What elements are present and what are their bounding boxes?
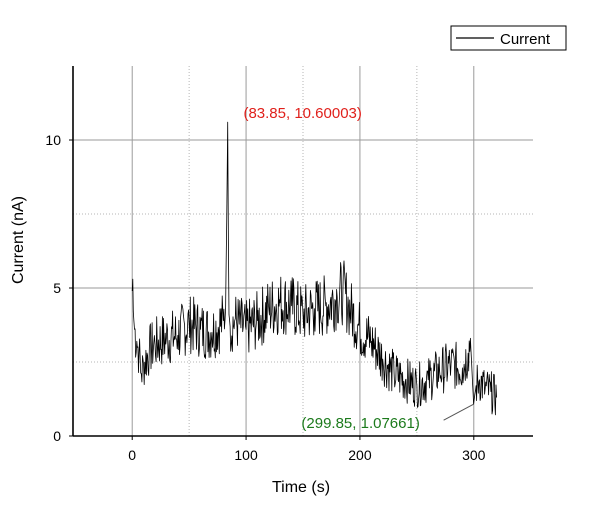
- series-current-line: [131, 121, 497, 416]
- x-tick-label: 200: [348, 447, 372, 463]
- x-tick-label: 100: [234, 447, 258, 463]
- x-axis-label: Time (s): [272, 479, 330, 496]
- series-layer: [131, 121, 497, 416]
- annotation-max-label: (83.85, 10.60003): [243, 105, 361, 122]
- y-axis-label: Current (nA): [10, 196, 27, 284]
- annotation-min-leader: [443, 403, 474, 421]
- annotation-min-label: (299.85, 1.07661): [301, 415, 419, 432]
- x-tick-label: 300: [462, 447, 486, 463]
- y-tick-label: 10: [45, 132, 61, 148]
- ticks: 0 100 200 300 0 5 10: [45, 132, 485, 463]
- legend-label-current: Current: [500, 31, 551, 48]
- y-tick-label: 0: [53, 428, 61, 444]
- x-tick-label: 0: [128, 447, 136, 463]
- y-tick-label: 5: [53, 280, 61, 296]
- legend: Current: [450, 25, 567, 51]
- annotations: (83.85, 10.60003) (299.85, 1.07661): [243, 105, 474, 432]
- grid: [73, 66, 533, 436]
- axes: [72, 66, 533, 437]
